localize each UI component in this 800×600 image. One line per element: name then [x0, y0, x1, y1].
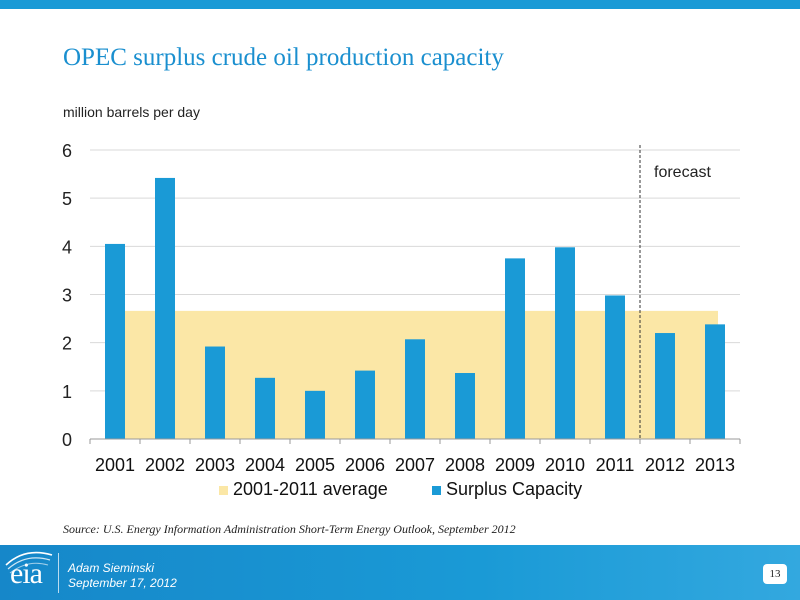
bars [105, 177, 725, 439]
bar-chart: 0 1 2 3 4 5 6 forecast 2001 2002 2003 2004 2005 2006 2… [62, 141, 741, 499]
x-tick-label: 2005 [295, 455, 335, 475]
y-tick-label: 6 [62, 141, 72, 161]
legend: 2001-2011 average Surplus Capacity [219, 479, 582, 499]
bar-2005 [305, 390, 325, 439]
x-tick-label: 2012 [645, 455, 685, 475]
x-tick-label: 2003 [195, 455, 235, 475]
unit-label: million barrels per day [63, 104, 200, 120]
bar-2008 [455, 373, 475, 439]
bar-2013 [705, 324, 725, 439]
y-tick-label: 0 [62, 430, 72, 450]
logo-swirl-icon [5, 551, 53, 574]
bar-2007 [405, 339, 425, 439]
forecast-label: forecast [654, 164, 711, 181]
presentation-date: September 17, 2012 [68, 576, 177, 590]
slide-title: OPEC surplus crude oil production capaci… [63, 44, 504, 71]
x-tick-label: 2008 [445, 455, 485, 475]
y-tick-label: 3 [62, 286, 72, 306]
top-accent-bar [0, 0, 800, 9]
x-tick-label: 2001 [95, 455, 135, 475]
bar-2002 [155, 177, 175, 439]
x-tick-label: 2013 [695, 455, 735, 475]
x-tick-label: 2004 [245, 455, 285, 475]
y-tick-label: 4 [62, 237, 72, 257]
x-tick-label: 2010 [545, 455, 585, 475]
tick-labels: 0 1 2 3 4 5 6 forecast 2001 2002 2003 2004 2005 2006 2… [62, 141, 735, 475]
x-tick-label: 2006 [345, 455, 385, 475]
bar-2003 [205, 346, 225, 439]
footer-bar: eia Adam Sieminski September 17, 2012 [0, 545, 800, 600]
page-number: 13 [763, 564, 787, 584]
y-tick-label: 5 [62, 189, 72, 209]
legend-label-average: 2001-2011 average [233, 479, 388, 499]
y-tick-label: 1 [62, 382, 72, 402]
x-tick-label: 2011 [596, 455, 635, 475]
bar-2011 [605, 295, 625, 439]
axes [89, 145, 741, 444]
bar-2012 [655, 333, 675, 439]
bar-2009 [505, 258, 525, 439]
bar-2001 [105, 243, 125, 439]
x-tick-label: 2002 [145, 455, 185, 475]
x-tick-label: 2007 [395, 455, 435, 475]
legend-swatch-surplus [432, 486, 441, 495]
bar-2010 [555, 247, 575, 439]
bar-2006 [355, 370, 375, 439]
source-note: Source: U.S. Energy Information Administ… [63, 522, 516, 536]
presenter-name: Adam Sieminski [68, 561, 155, 575]
y-tick-label: 2 [62, 334, 72, 354]
footer-divider [58, 553, 59, 593]
legend-swatch-average [219, 486, 228, 495]
eia-logo-text: eia [10, 557, 43, 590]
x-tick-label: 2009 [495, 455, 535, 475]
legend-label-surplus: Surplus Capacity [446, 479, 582, 499]
bar-2004 [255, 377, 275, 439]
